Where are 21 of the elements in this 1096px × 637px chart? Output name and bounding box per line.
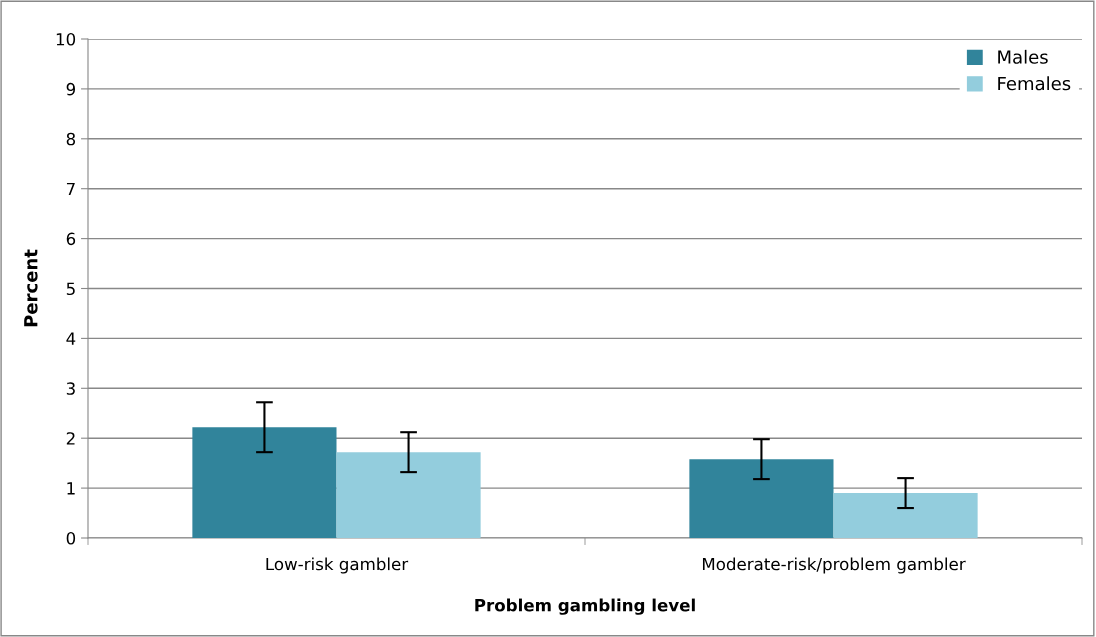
bar xyxy=(192,427,337,538)
y-tick-label: 3 xyxy=(66,382,75,395)
y-tick-label: 0 xyxy=(66,531,76,545)
y-axis-title: Percent xyxy=(24,249,38,327)
bar xyxy=(833,493,978,538)
x-tick-label: Low-risk gambler xyxy=(266,557,409,574)
legend-label: Females xyxy=(998,76,1071,91)
legend-label: Males xyxy=(998,49,1048,64)
y-tick-label: 10 xyxy=(56,32,76,46)
y-tick-label: 1 xyxy=(67,482,75,495)
bar xyxy=(336,452,481,538)
y-tick-label: 9 xyxy=(66,82,76,96)
y-tick-label: 8 xyxy=(66,132,76,146)
y-tick-label: 5 xyxy=(66,282,75,296)
bar xyxy=(689,459,834,538)
y-tick-label: 4 xyxy=(66,332,76,345)
y-tick-label: 7 xyxy=(66,182,75,196)
y-tick-label: 6 xyxy=(66,232,76,246)
y-tick-label: 2 xyxy=(66,432,75,445)
x-tick-label: Moderate-risk/problem gambler xyxy=(702,557,966,574)
x-axis-title: Problem gambling level xyxy=(475,598,695,615)
